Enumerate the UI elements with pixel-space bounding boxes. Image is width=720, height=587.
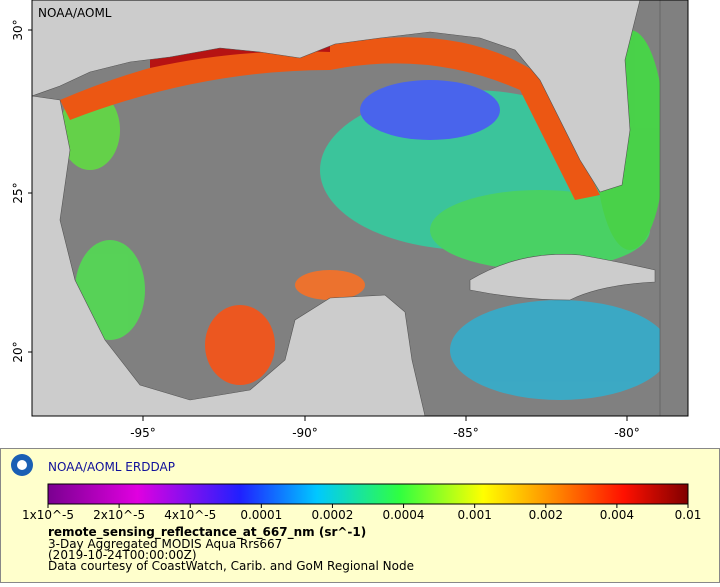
colorbar-label: 0.002 (529, 508, 563, 522)
legend-lines: 3-Day Aggregated MODIS Aqua Rrs667(2019-… (48, 537, 414, 573)
variable-name: remote_sensing_reflectance_at_667_nm (sr… (48, 525, 366, 540)
lon-label: -90° (292, 426, 318, 440)
colorbar-labels: 1x10^-5 2x10^-5 4x10^-5 0.0001 0.0002 0.0004 0… (22, 504, 701, 522)
colorbar-label: 0.004 (600, 508, 634, 522)
lat-axis: 30° 25° 20° (11, 19, 32, 363)
lat-label: 30° (11, 19, 25, 40)
land (32, 0, 688, 416)
legend-line: Data courtesy of CoastWatch, Carib. and … (48, 559, 414, 573)
map-frame (31, 0, 689, 417)
colorbar-label: 0.001 (457, 508, 491, 522)
lon-label: -95° (130, 426, 156, 440)
colorbar-label: 0.0004 (383, 508, 425, 522)
colorbar-label: 1x10^-5 (22, 508, 74, 522)
legend-panel (0, 448, 720, 583)
colorbar-label: 4x10^-5 (164, 508, 216, 522)
colorbar-label: 0.0001 (240, 508, 282, 522)
legend-line: 3-Day Aggregated MODIS Aqua Rrs667 (48, 537, 282, 551)
map-credit: NOAA/AOML (38, 6, 112, 20)
lat-label: 20° (11, 341, 25, 362)
legend-line: (2019-10-24T00:00:00Z) (48, 548, 197, 562)
lat-label: 25° (11, 182, 25, 203)
colorbar-label: 0.01 (675, 508, 702, 522)
lon-axis: -95° -90° -85° -80° (130, 416, 640, 440)
colorbar-label: 0.0002 (311, 508, 353, 522)
lon-label: -80° (614, 426, 640, 440)
colorbar-label: 2x10^-5 (93, 508, 145, 522)
map-area (32, 0, 688, 416)
noaa-logo-inner (17, 460, 27, 470)
lon-label: -85° (453, 426, 479, 440)
legend-title: NOAA/AOML ERDDAP (48, 460, 175, 474)
colorbar (47, 483, 689, 505)
